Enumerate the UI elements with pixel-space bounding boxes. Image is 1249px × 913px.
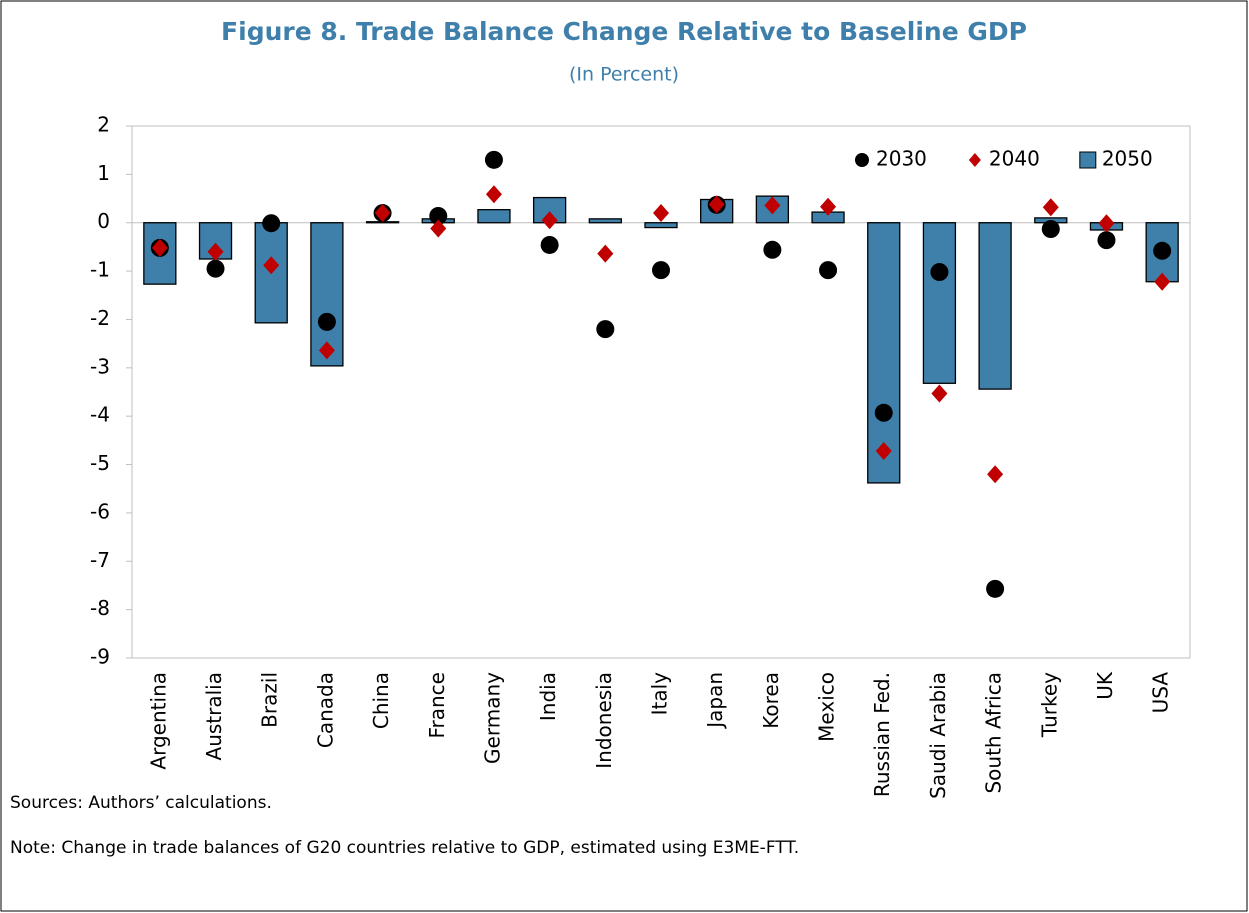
x-tick-label: Russian Fed. bbox=[870, 672, 894, 797]
dot bbox=[1153, 241, 1172, 260]
y-tick-label: 2 bbox=[97, 113, 110, 137]
bar bbox=[922, 222, 957, 384]
dot bbox=[206, 259, 225, 278]
diamond bbox=[485, 185, 502, 204]
bar bbox=[588, 218, 622, 224]
x-tick-label: Canada bbox=[313, 672, 337, 748]
x-tick-label: Brazil bbox=[258, 672, 282, 728]
diamond bbox=[597, 244, 614, 263]
x-tick-label: France bbox=[425, 672, 449, 739]
x-tick-label: Japan bbox=[703, 672, 727, 730]
dot bbox=[317, 312, 336, 331]
plot-area bbox=[131, 125, 1191, 659]
legend-marker bbox=[968, 153, 981, 167]
diamond bbox=[987, 465, 1004, 484]
x-tick-label: Indonesia bbox=[592, 672, 616, 769]
diamond bbox=[820, 197, 837, 216]
y-tick-label: -1 bbox=[90, 258, 110, 282]
diamond bbox=[653, 204, 669, 223]
diamond bbox=[931, 384, 948, 403]
x-tick-label: South Africa bbox=[982, 672, 1006, 794]
dot bbox=[930, 263, 949, 282]
y-tick-label: -5 bbox=[90, 451, 110, 475]
legend-marker bbox=[855, 153, 869, 167]
dot bbox=[652, 261, 670, 280]
x-tick-label: India bbox=[536, 672, 560, 721]
diamond bbox=[151, 238, 168, 257]
dot bbox=[874, 403, 893, 422]
x-tick-label: Australia bbox=[202, 672, 226, 760]
diamond bbox=[1042, 198, 1059, 217]
y-tick-label: 1 bbox=[97, 161, 110, 185]
y-tick-label: -9 bbox=[90, 645, 110, 669]
dot bbox=[986, 579, 1005, 598]
diamond bbox=[374, 204, 391, 223]
dot bbox=[262, 214, 281, 233]
diamond bbox=[263, 256, 280, 275]
y-tick-label: 0 bbox=[97, 209, 110, 233]
bar bbox=[867, 222, 901, 484]
y-tick-label: -3 bbox=[90, 354, 110, 378]
x-tick-label: Mexico bbox=[815, 672, 839, 742]
bar bbox=[644, 222, 678, 229]
note: Note: Change in trade balances of G20 co… bbox=[10, 838, 799, 858]
chart-title: Figure 8. Trade Balance Change Relative … bbox=[221, 17, 1027, 46]
x-tick-label: Korea bbox=[759, 672, 783, 729]
x-tick-label: Turkey bbox=[1037, 672, 1061, 738]
y-tick-label: -4 bbox=[90, 403, 110, 427]
dot bbox=[429, 206, 448, 225]
dot bbox=[763, 240, 782, 259]
x-tick-label: UK bbox=[1093, 671, 1117, 700]
dot bbox=[1097, 231, 1116, 250]
dot bbox=[596, 320, 615, 339]
diamond bbox=[207, 242, 224, 261]
bar bbox=[477, 209, 511, 224]
dot bbox=[1041, 220, 1060, 239]
x-tick-label: Italy bbox=[648, 672, 672, 716]
diamond bbox=[430, 219, 447, 238]
y-tick-label: -6 bbox=[90, 499, 110, 523]
y-tick-label: -7 bbox=[90, 548, 110, 572]
chart-subtitle: (In Percent) bbox=[569, 64, 679, 86]
diamond bbox=[708, 195, 725, 214]
legend-label: 2030 bbox=[876, 147, 927, 171]
sources: Sources: Authors’ calculations. bbox=[10, 793, 272, 813]
dot bbox=[819, 261, 838, 280]
x-tick-label: USA bbox=[1149, 672, 1173, 714]
diamond bbox=[1098, 214, 1115, 233]
bar bbox=[978, 222, 1012, 390]
x-tick-label: Argentina bbox=[146, 672, 170, 770]
x-tick-label: China bbox=[369, 672, 393, 729]
diamond bbox=[875, 442, 892, 461]
y-tick-label: -8 bbox=[90, 596, 110, 620]
diamond bbox=[1154, 272, 1171, 291]
diamond bbox=[318, 341, 335, 360]
x-tick-label: Saudi Arabia bbox=[926, 672, 950, 799]
dot bbox=[484, 150, 503, 169]
y-tick-label: -2 bbox=[90, 306, 110, 330]
legend-label: 2050 bbox=[1102, 147, 1153, 171]
diamond bbox=[541, 211, 558, 230]
legend-marker bbox=[1079, 151, 1097, 169]
x-tick-label: Germany bbox=[480, 672, 504, 764]
diamond bbox=[764, 196, 781, 215]
legend-label: 2040 bbox=[989, 147, 1040, 171]
dot bbox=[540, 235, 559, 254]
